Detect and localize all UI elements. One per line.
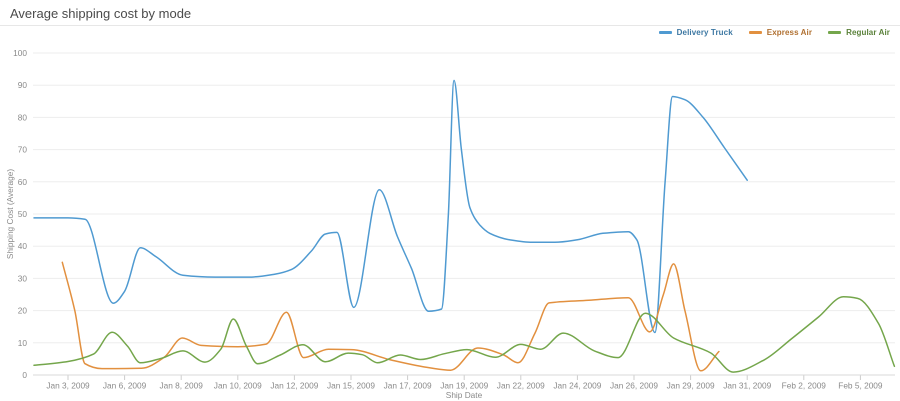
x-axis-label-12: Jan 31, 2009 [723,381,771,391]
legend-label: Express Air [766,28,813,37]
x-axis-label-2: Jan 8, 2009 [160,381,204,391]
legend-label: Regular Air [846,28,890,37]
legend-item-regular-air[interactable]: Regular Air [828,28,890,37]
series-line-delivery-truck[interactable] [33,79,748,334]
y-axis-label-100: 100 [13,48,27,58]
x-axis-label-7: Jan 19, 2009 [440,381,488,391]
x-axis-label-0: Jan 3, 2009 [46,381,90,391]
x-axis-label-8: Jan 22, 2009 [497,381,545,391]
x-axis-label-3: Jan 10, 2009 [214,381,262,391]
legend: Delivery Truck Express Air Regular Air [658,28,890,37]
legend-item-express-air[interactable]: Express Air [748,28,813,37]
y-axis-label-50: 50 [18,209,28,219]
title-bar: Average shipping cost by mode [0,0,900,26]
delivery-truck-line-swatch-icon [658,31,672,34]
series-line-regular-air[interactable] [33,296,896,373]
x-axis-label-14: Feb 5, 2009 [838,381,883,391]
y-axis-label-40: 40 [18,241,28,251]
x-axis-label-4: Jan 12, 2009 [270,381,318,391]
chart-title: Average shipping cost by mode [10,6,192,21]
x-axis-label-1: Jan 6, 2009 [103,381,147,391]
y-axis-label-0: 0 [22,370,27,380]
x-axis-label-5: Jan 15, 2009 [327,381,375,391]
y-axis-label-10: 10 [18,338,28,348]
x-axis-label-9: Jan 24, 2009 [553,381,601,391]
y-axis-label-20: 20 [18,306,28,316]
x-axis-label-11: Jan 29, 2009 [667,381,715,391]
y-axis-label-70: 70 [18,145,28,155]
y-axis-title: Shipping Cost (Average) [5,169,15,259]
x-axis-label-10: Jan 26, 2009 [610,381,658,391]
x-axis-label-13: Feb 2, 2009 [782,381,827,391]
regular-air-line-swatch-icon [828,31,842,34]
y-axis-label-60: 60 [18,177,28,187]
legend-label: Delivery Truck [676,28,733,37]
y-axis-label-30: 30 [18,273,28,283]
y-axis-label-80: 80 [18,112,28,122]
x-axis-label-6: Jan 17, 2009 [384,381,432,391]
legend-item-delivery-truck[interactable]: Delivery Truck [658,28,733,37]
y-axis-label-90: 90 [18,80,28,90]
x-axis-title: Ship Date [446,390,483,400]
express-air-line-swatch-icon [748,31,762,34]
